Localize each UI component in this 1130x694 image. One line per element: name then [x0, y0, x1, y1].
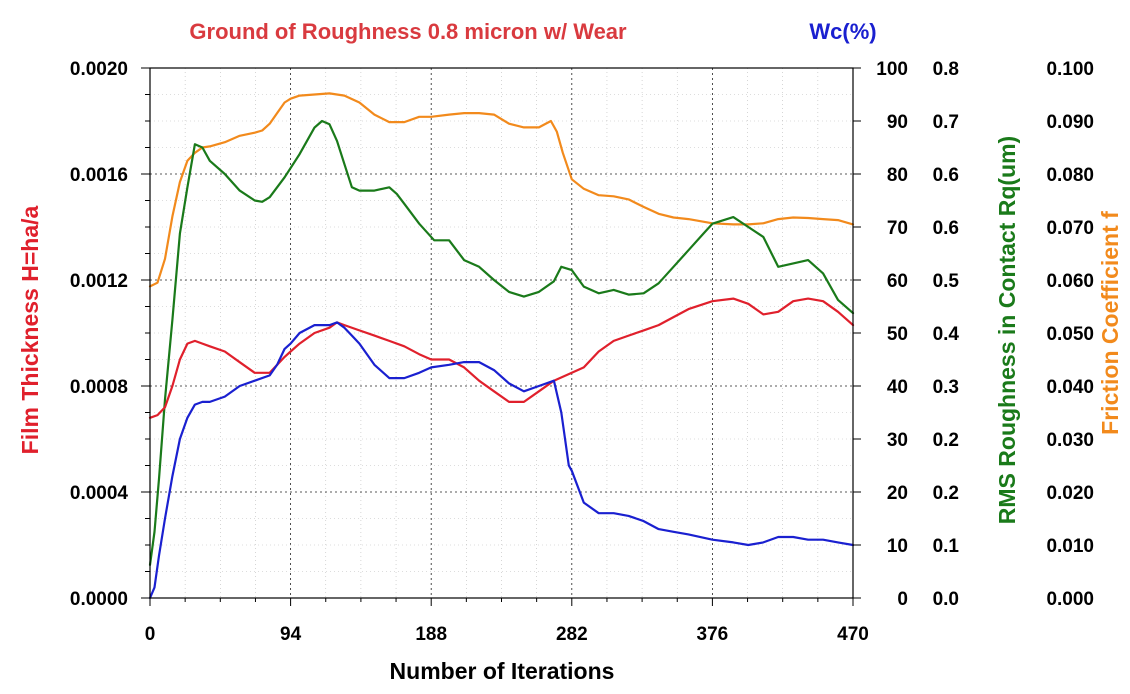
rq-tick-label: 0.6 [933, 218, 959, 239]
wc-tick-label: 0 [897, 589, 908, 610]
friction-tick-label: 0.080 [1046, 165, 1094, 186]
film-tick-label: 0.0016 [70, 165, 128, 186]
friction-tick-label: 0.020 [1046, 483, 1094, 504]
friction-tick-label: 0.100 [1046, 59, 1094, 80]
friction-tick-label: 0.090 [1046, 112, 1094, 133]
friction-tick-label: 0.070 [1046, 218, 1094, 239]
wc-axis-title: Wc(%) [809, 19, 876, 44]
film-tick-label: 0.0020 [70, 59, 128, 80]
rq-tick-label: 0.8 [933, 59, 959, 80]
friction-tick-label: 0.030 [1046, 430, 1094, 451]
wc-tick-label: 80 [887, 165, 908, 186]
rq-series-line [148, 119, 855, 567]
x-tick-label: 94 [280, 624, 302, 645]
film-series-line [148, 297, 855, 419]
rq-tick-label: 0.6 [933, 165, 959, 186]
rq-tick-label: 0.7 [933, 112, 959, 133]
x-tick-label: 0 [145, 624, 156, 645]
x-tick-label: 376 [697, 624, 729, 645]
film-axis-title: Film Thickness H=ha/a [17, 205, 43, 454]
chart-title: Ground of Roughness 0.8 micron w/ Wear [189, 19, 627, 44]
series-layer [148, 92, 855, 600]
wc-tick-label: 10 [887, 536, 908, 557]
wc-tick-label: 70 [887, 218, 908, 239]
wc-tick-label: 30 [887, 430, 908, 451]
film-tick-label: 0.0012 [70, 271, 128, 292]
friction-series-line [148, 92, 855, 288]
x-tick-label: 282 [556, 624, 588, 645]
friction-tick-label: 0.040 [1046, 377, 1094, 398]
film-tick-label: 0.0008 [70, 377, 128, 398]
x-tick-label: 470 [837, 624, 869, 645]
wc-tick-label: 40 [887, 377, 908, 398]
rq-tick-label: 0.2 [933, 483, 959, 504]
friction-tick-label: 0.050 [1046, 324, 1094, 345]
wc-tick-label: 20 [887, 483, 908, 504]
rq-axis-title: RMS Roughness in Contact Rq(um) [994, 136, 1020, 524]
ticks [141, 67, 861, 606]
x-axis-title: Number of Iterations [390, 658, 615, 684]
wc-tick-label: 100 [876, 59, 908, 80]
rq-tick-label: 0.0 [933, 589, 959, 610]
film-tick-label: 0.0000 [70, 589, 128, 610]
wc-tick-label: 50 [887, 324, 908, 345]
tick-labels: 0 94 188 282 376 4700.00000.00040.00080.00120… [70, 59, 1094, 645]
rq-tick-label: 0.3 [933, 377, 959, 398]
grid [150, 68, 853, 598]
rq-tick-label: 0.4 [933, 324, 960, 345]
wc-series-line [148, 321, 855, 600]
rq-tick-label: 0.1 [933, 536, 960, 557]
friction-tick-label: 0.010 [1046, 536, 1094, 557]
film-tick-label: 0.0004 [70, 483, 129, 504]
friction-tick-label: 0.000 [1046, 589, 1094, 610]
friction-tick-label: 0.060 [1046, 271, 1094, 292]
x-tick-label: 188 [415, 624, 447, 645]
wc-tick-label: 90 [887, 112, 908, 133]
friction-axis-title: Friction Coefficient f [1097, 211, 1123, 435]
wc-tick-label: 60 [887, 271, 908, 292]
rq-tick-label: 0.2 [933, 430, 959, 451]
rq-tick-label: 0.5 [933, 271, 960, 292]
